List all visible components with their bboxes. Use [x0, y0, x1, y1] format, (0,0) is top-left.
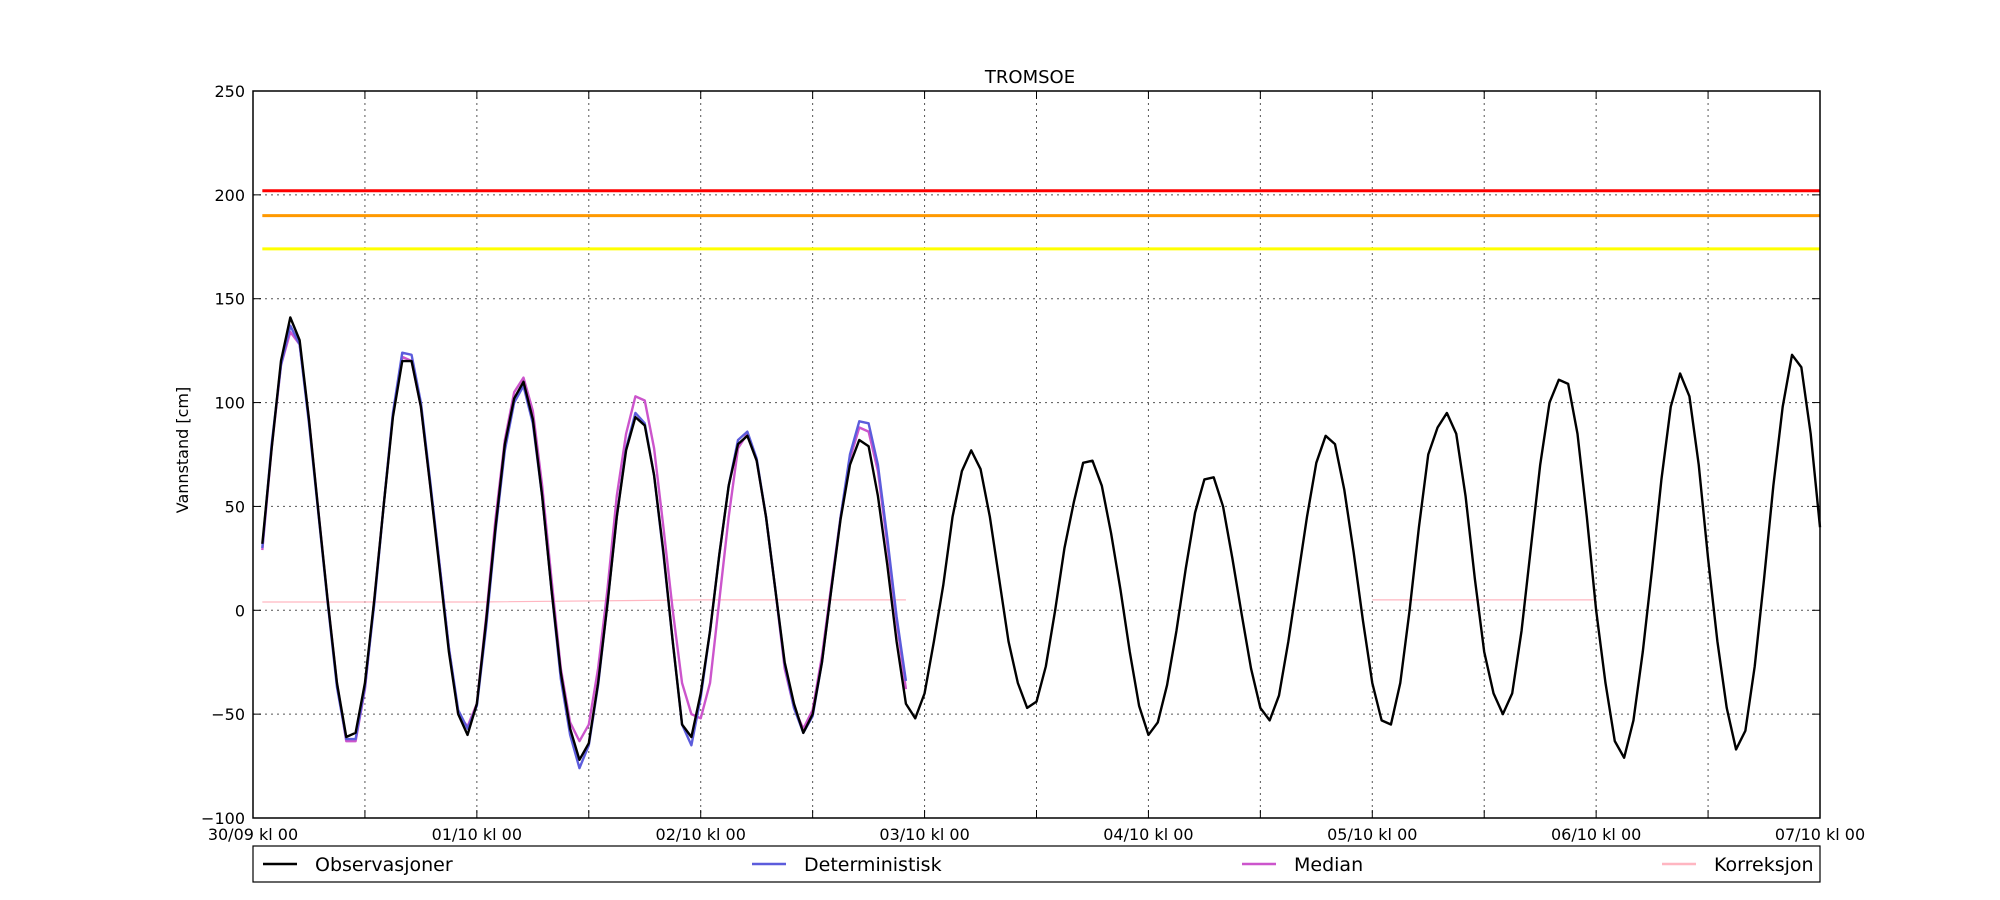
legend-label: Observasjoner	[315, 854, 453, 876]
legend-label: Korreksjon	[1714, 854, 1814, 876]
y-tick-label: 150	[214, 290, 245, 309]
series-line-deterministisk	[261, 324, 908, 770]
x-tick-label: 03/10 kl 00	[879, 825, 969, 844]
grid-lines	[253, 91, 1820, 818]
x-tick-label: 05/10 kl 00	[1327, 825, 1417, 844]
legend-label: Deterministisk	[804, 854, 942, 876]
x-tick-label: 06/10 kl 00	[1551, 825, 1641, 844]
series-line-median	[261, 330, 908, 743]
threshold-lines	[262, 189, 1820, 251]
legend: Observasjoner Deterministisk Median Korreks…	[252, 845, 1821, 883]
x-tick-label: 02/10 kl 00	[656, 825, 746, 844]
chart-title: TROMSOE	[984, 67, 1075, 88]
series-line-observasjoner	[261, 316, 1822, 762]
series-line-korreksjon	[262, 599, 906, 603]
x-tick-label: 01/10 kl 00	[432, 825, 522, 844]
y-tick-label: 250	[214, 82, 245, 101]
y-tick-label: 100	[214, 394, 245, 413]
x-tick-label: 30/09 kl 00	[208, 825, 298, 844]
y-tick-label: 50	[225, 497, 245, 516]
data-series	[261, 316, 1822, 770]
legend-frame	[252, 845, 1821, 883]
y-axis-label: Vannstand [cm]	[173, 387, 192, 513]
axis-ticks: −100 −50 0 50 100 150 200 250 30/09 kl 00 01/10 k…	[201, 82, 1865, 844]
y-tick-label: −100	[201, 809, 245, 828]
x-tick-label: 07/10 kl 00	[1775, 825, 1865, 844]
y-tick-label: 200	[214, 186, 245, 205]
y-tick-label: −50	[211, 705, 245, 724]
legend-label: Median	[1294, 854, 1363, 876]
y-tick-label: 0	[235, 601, 245, 620]
x-tick-label: 04/10 kl 00	[1103, 825, 1193, 844]
